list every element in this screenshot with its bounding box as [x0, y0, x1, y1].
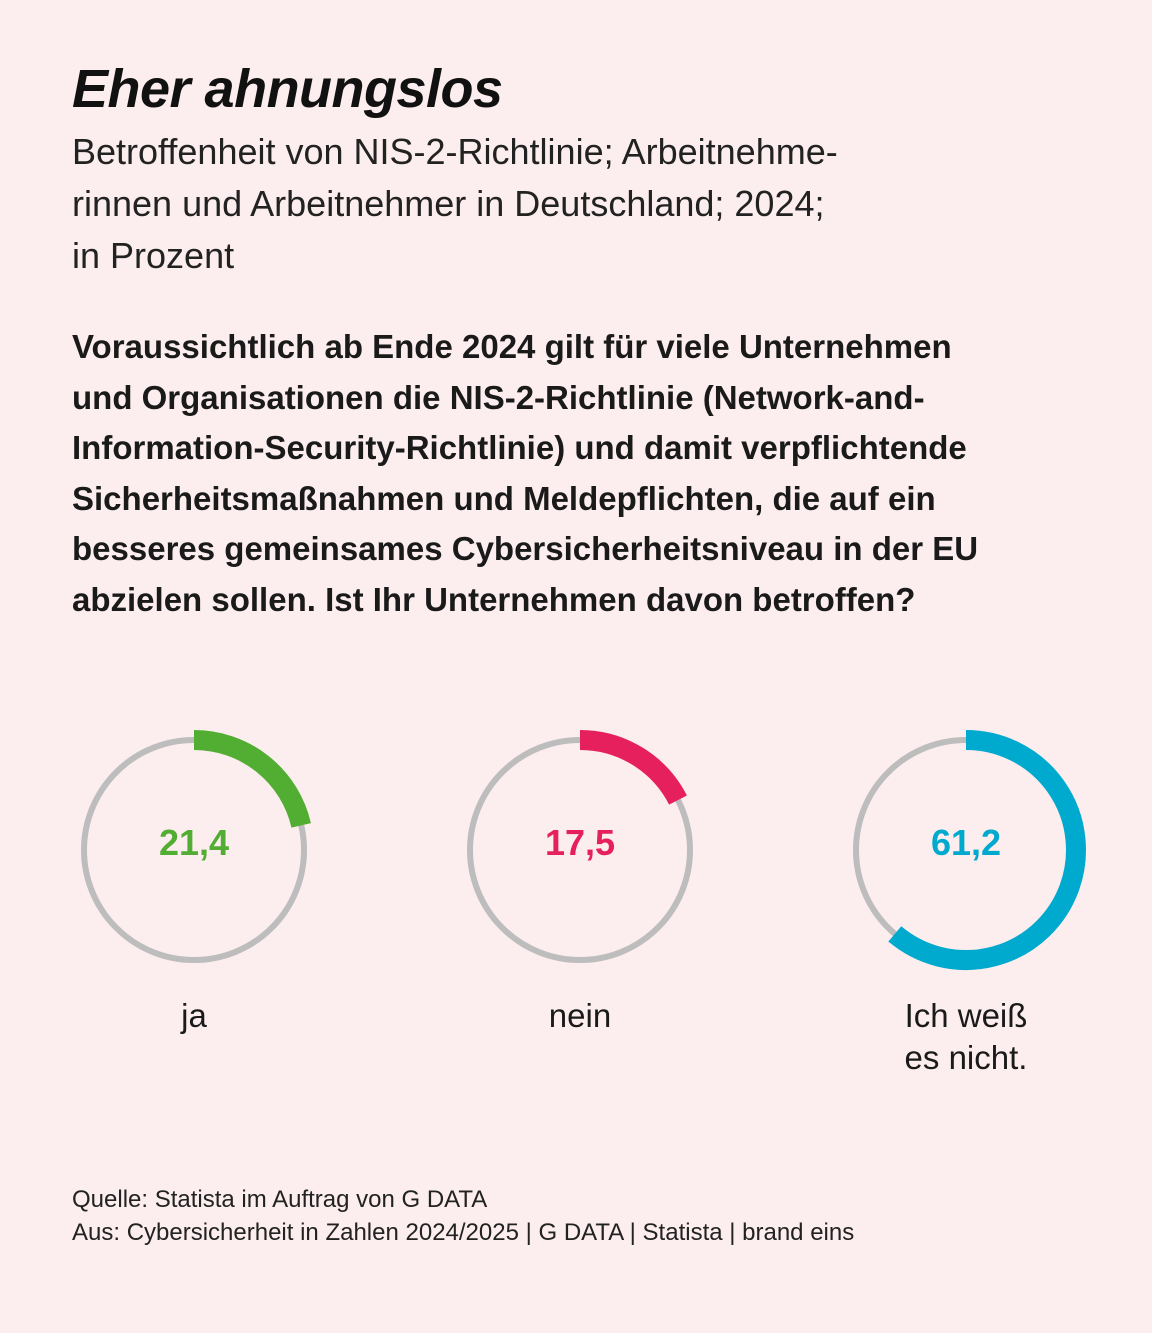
donut-svg-ja	[81, 730, 311, 963]
donut-arc-ja	[193, 730, 311, 828]
footer: Quelle: Statista im Auftrag von G DATA A…	[72, 1183, 854, 1249]
donut-ja: 21,4 ja	[44, 700, 344, 1100]
question-line: Sicherheitsmaßnahmen und Meldepflichten,…	[72, 479, 936, 517]
donut-arc-weiss-nicht	[888, 730, 1086, 970]
donut-value-ja: 21,4	[158, 822, 230, 863]
subtitle-line: in Prozent	[72, 235, 235, 276]
question-line: besseres gemeinsames Cybersicherheitsniv…	[72, 530, 979, 567]
survey-question: Voraussichtlich ab Ende 2024 gilt für vi…	[72, 322, 1092, 625]
donut-label-ja: ja	[44, 995, 344, 1037]
source-note: Quelle: Statista im Auftrag von G DATA	[72, 1186, 488, 1213]
donut-weiss-nicht: 61,2 Ich weiß es nicht.	[816, 700, 1116, 1100]
question-line: Information-Security-Richtlinie) und dam…	[72, 429, 967, 466]
donut-value-nein: 17,5	[544, 822, 616, 863]
question-line: und Organisationen die NIS-2-Richtlinie …	[72, 378, 925, 416]
donut-svg-weiss-nicht	[853, 730, 1086, 970]
donut-label-line: es nicht.	[904, 1039, 1028, 1076]
donut-svg-nein	[467, 730, 693, 963]
donut-label-line: ja	[181, 997, 207, 1034]
subtitle-line: Betroffenheit von NIS-2-Richtlinie; Arbe…	[72, 131, 838, 172]
question-line: abzielen sollen. Ist Ihr Unternehmen dav…	[72, 580, 916, 618]
question-line: Voraussichtlich ab Ende 2024 gilt für vi…	[72, 328, 952, 365]
subtitle-line: rinnen und Arbeitnehmer in Deutschland; …	[72, 183, 825, 224]
donut-label-weiss-nicht: Ich weiß es nicht.	[816, 995, 1116, 1079]
publication-note: Aus: Cybersicherheit in Zahlen 2024/2025…	[72, 1219, 855, 1246]
donut-arc-nein	[579, 730, 687, 805]
donut-charts: 21,4 ja 17,5 nein 61,2 Ich weiß es nicht…	[0, 700, 1152, 1100]
donut-label-line: Ich weiß	[904, 997, 1028, 1034]
donut-value-weiss-nicht: 61,2	[930, 822, 1002, 863]
donut-label-line: nein	[548, 997, 612, 1034]
donut-label-nein: nein	[430, 995, 730, 1037]
donut-nein: 17,5 nein	[430, 700, 730, 1100]
chart-subtitle: Betroffenheit von NIS-2-Richtlinie; Arbe…	[72, 126, 1082, 282]
chart-title: Eher ahnungslos	[72, 59, 503, 119]
